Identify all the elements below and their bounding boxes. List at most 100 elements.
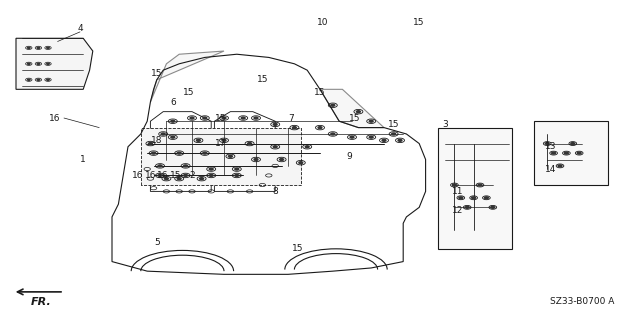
PathPatch shape xyxy=(16,38,93,89)
Circle shape xyxy=(200,178,204,180)
Circle shape xyxy=(305,146,309,148)
Circle shape xyxy=(203,152,207,154)
Circle shape xyxy=(47,47,49,48)
Text: 15: 15 xyxy=(170,171,182,180)
Circle shape xyxy=(369,120,373,122)
Circle shape xyxy=(161,133,165,135)
Text: 16: 16 xyxy=(132,171,143,180)
Circle shape xyxy=(350,136,354,138)
Circle shape xyxy=(545,143,549,145)
Text: 16: 16 xyxy=(145,171,156,180)
Text: 14: 14 xyxy=(545,165,556,174)
Circle shape xyxy=(484,197,488,199)
Text: 4: 4 xyxy=(77,24,83,33)
Circle shape xyxy=(47,63,49,64)
Text: 10: 10 xyxy=(317,18,329,27)
Circle shape xyxy=(152,152,156,154)
Circle shape xyxy=(28,63,30,64)
Circle shape xyxy=(254,159,258,160)
Text: 15: 15 xyxy=(349,114,361,122)
Circle shape xyxy=(235,174,239,176)
Circle shape xyxy=(571,143,575,145)
Text: 16: 16 xyxy=(49,114,60,122)
Circle shape xyxy=(158,165,162,167)
Circle shape xyxy=(177,178,181,180)
Circle shape xyxy=(196,139,200,141)
Circle shape xyxy=(248,143,252,145)
Text: 15: 15 xyxy=(215,114,227,122)
Circle shape xyxy=(356,111,360,113)
Circle shape xyxy=(552,152,556,154)
Circle shape xyxy=(37,47,40,48)
Text: 7: 7 xyxy=(289,114,294,122)
Circle shape xyxy=(171,136,175,138)
Circle shape xyxy=(222,139,226,141)
Circle shape xyxy=(398,139,402,141)
Circle shape xyxy=(254,117,258,119)
Text: 13: 13 xyxy=(545,142,556,151)
Circle shape xyxy=(369,136,373,138)
Circle shape xyxy=(331,104,335,106)
Text: 3: 3 xyxy=(442,120,447,129)
Circle shape xyxy=(209,174,213,176)
Circle shape xyxy=(318,127,322,129)
Circle shape xyxy=(184,174,188,176)
Circle shape xyxy=(164,178,168,180)
Text: 5: 5 xyxy=(154,238,159,247)
Circle shape xyxy=(190,117,194,119)
Text: 12: 12 xyxy=(452,206,463,215)
Circle shape xyxy=(491,206,495,208)
Circle shape xyxy=(28,79,30,80)
Circle shape xyxy=(382,139,386,141)
Circle shape xyxy=(184,165,188,167)
Circle shape xyxy=(331,133,335,135)
Circle shape xyxy=(241,117,245,119)
Circle shape xyxy=(452,184,456,186)
Circle shape xyxy=(28,47,30,48)
Circle shape xyxy=(177,152,181,154)
Text: 2: 2 xyxy=(189,171,195,180)
Circle shape xyxy=(478,184,482,186)
Text: 8: 8 xyxy=(273,187,278,196)
Circle shape xyxy=(564,152,568,154)
Circle shape xyxy=(577,152,581,154)
Text: 15: 15 xyxy=(183,88,195,97)
Text: 15: 15 xyxy=(413,18,425,27)
Circle shape xyxy=(273,146,277,148)
Circle shape xyxy=(235,168,239,170)
Text: FR.: FR. xyxy=(31,297,52,307)
Circle shape xyxy=(37,63,40,64)
Text: 15: 15 xyxy=(314,88,326,97)
Circle shape xyxy=(228,155,232,157)
Circle shape xyxy=(47,79,49,80)
Circle shape xyxy=(392,133,396,135)
Circle shape xyxy=(280,159,284,160)
Circle shape xyxy=(37,79,40,80)
Text: 17: 17 xyxy=(215,139,227,148)
Circle shape xyxy=(299,162,303,164)
Text: 15: 15 xyxy=(257,75,268,84)
Circle shape xyxy=(459,197,463,199)
PathPatch shape xyxy=(534,121,608,185)
Text: 16: 16 xyxy=(157,171,169,180)
Circle shape xyxy=(472,197,476,199)
Circle shape xyxy=(203,117,207,119)
Text: 15: 15 xyxy=(292,244,303,253)
Circle shape xyxy=(171,120,175,122)
Circle shape xyxy=(222,117,226,119)
Circle shape xyxy=(148,143,152,145)
PathPatch shape xyxy=(438,128,512,249)
Circle shape xyxy=(158,174,162,176)
Text: SZ33-B0700 A: SZ33-B0700 A xyxy=(550,297,614,306)
Text: 9: 9 xyxy=(346,152,351,161)
Circle shape xyxy=(209,168,213,170)
Text: 6: 6 xyxy=(170,98,175,107)
Text: 15: 15 xyxy=(151,69,163,78)
Circle shape xyxy=(292,127,296,129)
Text: 11: 11 xyxy=(452,187,463,196)
Circle shape xyxy=(558,165,562,167)
Text: 1: 1 xyxy=(81,155,86,164)
PathPatch shape xyxy=(320,89,384,128)
Text: 15: 15 xyxy=(388,120,399,129)
Circle shape xyxy=(465,206,469,208)
